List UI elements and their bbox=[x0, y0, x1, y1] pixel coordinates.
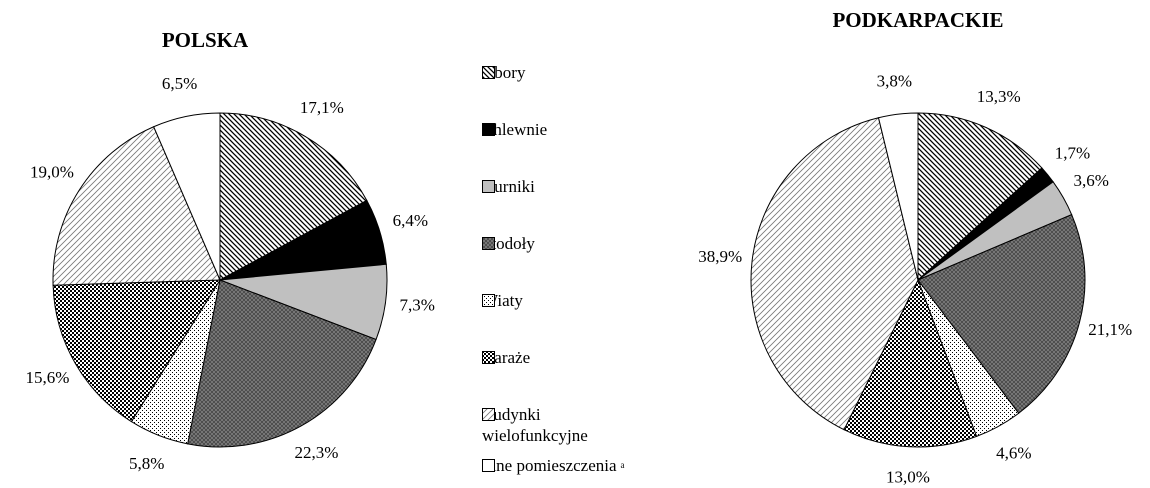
legend-label: Chlewnie bbox=[482, 120, 548, 139]
legend-entry: Chlewnie bbox=[482, 119, 652, 140]
chart-title: POLSKA bbox=[162, 28, 249, 52]
pie-slice bbox=[877, 112, 919, 281]
legend-entry: Kurniki bbox=[482, 176, 652, 197]
data-label: 17,1% bbox=[300, 98, 344, 117]
legend-swatch bbox=[482, 294, 495, 307]
data-label: 15,6% bbox=[25, 368, 69, 387]
data-label: 1,7% bbox=[1055, 144, 1090, 163]
data-label: 7,3% bbox=[399, 296, 434, 315]
legend-swatch bbox=[482, 66, 495, 79]
swatch-rect bbox=[482, 180, 495, 193]
swatch-rect bbox=[482, 123, 495, 136]
legend-label: Stodoły bbox=[482, 234, 535, 253]
data-label: 38,9% bbox=[698, 247, 742, 266]
legend-swatch bbox=[482, 237, 495, 250]
swatch-rect bbox=[482, 294, 495, 307]
data-label: 6,4% bbox=[393, 211, 428, 230]
legend-note: a bbox=[620, 460, 625, 470]
pie-slice bbox=[153, 112, 221, 281]
legend-swatch bbox=[482, 351, 495, 364]
pie-slice bbox=[917, 213, 1086, 414]
swatch-rect bbox=[482, 408, 495, 421]
pie-slice bbox=[219, 112, 368, 281]
swatch-rect bbox=[482, 237, 495, 250]
data-label: 22,3% bbox=[294, 443, 338, 462]
legend-entry: Stodoły bbox=[482, 233, 652, 254]
pie-slice bbox=[52, 126, 221, 286]
legend-entry: Wiaty bbox=[482, 290, 652, 311]
legend-entry: Budynki wielofunkcyjne bbox=[482, 404, 652, 446]
data-label: 6,5% bbox=[162, 74, 197, 93]
data-label: 13,3% bbox=[977, 87, 1021, 106]
legend-swatch bbox=[482, 459, 495, 472]
legend-swatch bbox=[482, 408, 495, 421]
legend-swatch bbox=[482, 123, 495, 136]
legend-entry: Garaże bbox=[482, 347, 652, 368]
swatch-rect bbox=[482, 459, 495, 472]
chart-title: PODKARPACKIE bbox=[832, 8, 1003, 32]
legend-label: Budynki wielofunkcyjne bbox=[482, 405, 588, 445]
data-label: 3,6% bbox=[1073, 171, 1108, 190]
legend-swatch bbox=[482, 180, 495, 193]
data-label: 13,0% bbox=[886, 468, 930, 487]
legend-entry: Obory bbox=[482, 62, 652, 83]
pie-slice bbox=[187, 279, 377, 448]
pie-slice bbox=[917, 112, 1043, 282]
legend-entry: Inne pomieszczenia a bbox=[482, 455, 652, 476]
pie-slice bbox=[750, 117, 919, 431]
legend-label: Inne pomieszczenia bbox=[482, 456, 617, 475]
data-label: 19,0% bbox=[30, 162, 74, 181]
data-label: 4,6% bbox=[996, 443, 1031, 462]
data-label: 3,8% bbox=[877, 71, 912, 90]
swatch-rect bbox=[482, 351, 495, 364]
swatch-rect bbox=[482, 66, 495, 79]
pie-slice bbox=[52, 279, 221, 423]
legend-label: Kurniki bbox=[482, 177, 535, 196]
data-label: 5,8% bbox=[129, 454, 164, 473]
data-label: 21,1% bbox=[1088, 320, 1132, 339]
pie-slice bbox=[843, 278, 978, 448]
